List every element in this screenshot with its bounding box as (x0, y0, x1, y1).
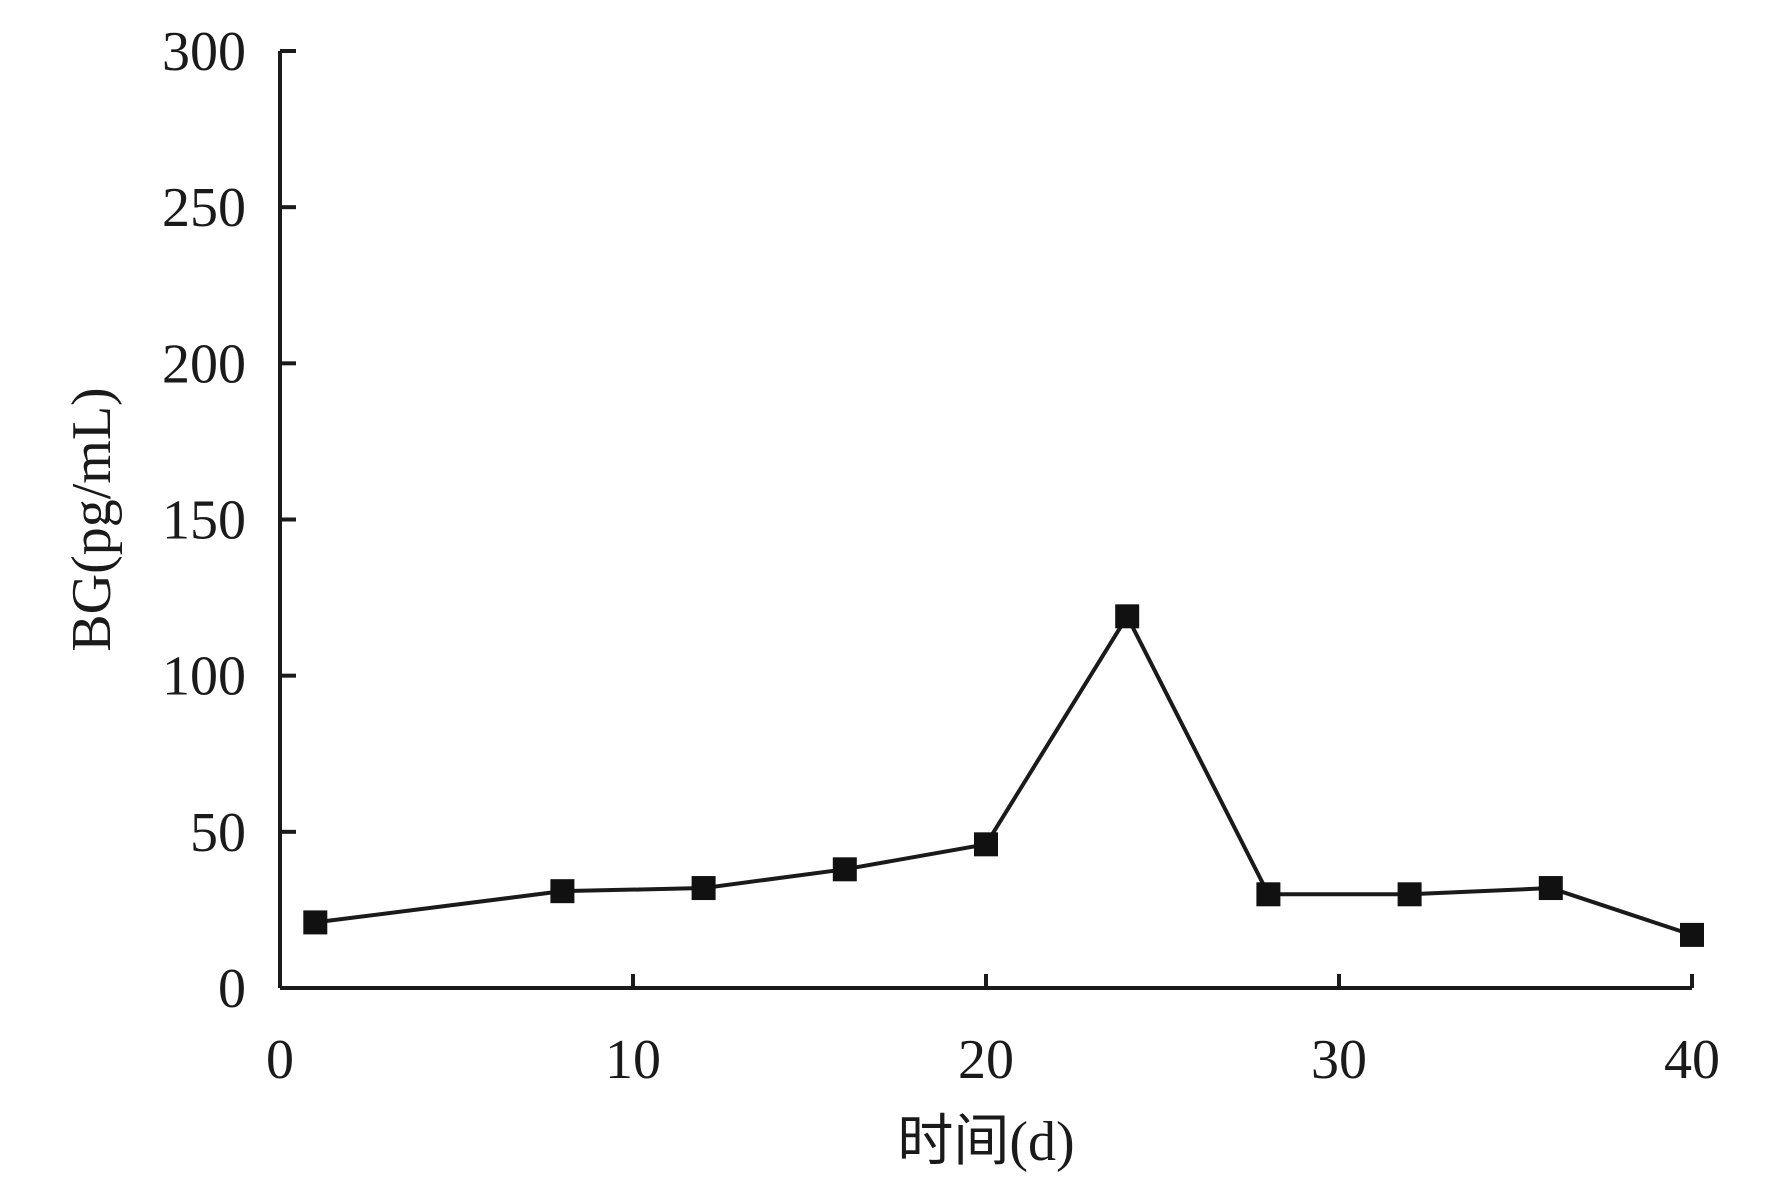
y-tick-label: 100 (162, 646, 246, 708)
data-point-marker (1115, 604, 1140, 629)
data-point-marker (1680, 922, 1704, 947)
x-tick-label: 20 (958, 1029, 1014, 1091)
y-tick-label: 0 (218, 958, 246, 1020)
x-tick-label: 30 (1311, 1029, 1367, 1091)
y-axis-title: BG(pg/mL) (61, 387, 123, 651)
data-point-marker (691, 876, 716, 901)
y-tick-label: 50 (190, 802, 246, 864)
x-ticks: 0 10 20 30 40 (266, 974, 1720, 1091)
series-layer (303, 604, 1704, 947)
y-tick-label: 300 (162, 21, 246, 83)
x-axis-title: 时间(d) (897, 1111, 1074, 1173)
data-point-marker (550, 879, 575, 904)
x-tick-label: 0 (266, 1029, 294, 1091)
data-point-marker (974, 832, 998, 857)
x-tick-label: 10 (605, 1029, 661, 1091)
data-point-marker (1256, 882, 1281, 907)
y-tick-label: 200 (162, 333, 246, 395)
x-tick-label: 40 (1664, 1029, 1720, 1091)
y-tick-label: 150 (162, 490, 246, 552)
data-point-marker (1538, 876, 1563, 901)
data-point-marker (303, 910, 328, 935)
y-tick-label: 250 (162, 177, 246, 239)
series-line (315, 612, 1693, 937)
data-point-marker (1397, 882, 1422, 907)
y-ticks: 0 50 100 150 200 250 300 (162, 21, 296, 1020)
data-point-marker (832, 857, 857, 882)
